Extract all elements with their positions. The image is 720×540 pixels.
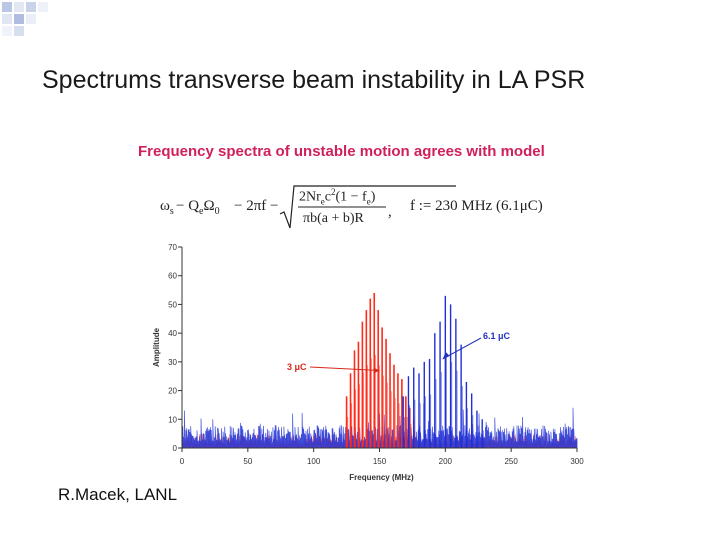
dispersion-formula: ωs − QeΩ0 − 2πf − 2Nrec2(1 − fe) πb(a + … xyxy=(160,184,560,234)
x-axis-label: Frequency (MHz) xyxy=(349,473,414,482)
formula-denominator: πb(a + b)R xyxy=(303,211,364,226)
formula-lhs: ωs xyxy=(160,198,174,217)
formula-minus-term: − 2πf − xyxy=(234,198,279,214)
annotation-3uc-arrowhead xyxy=(373,367,380,374)
annotation-3uc-label: 3 μC xyxy=(287,362,307,372)
y-axis-label: Amplitude xyxy=(152,327,161,367)
annotation-6uc-arrowhead xyxy=(442,351,450,359)
formula-comma: , xyxy=(388,204,392,220)
y-tick-label: 30 xyxy=(168,358,177,367)
slide-title: Spectrums transverse beam instability in… xyxy=(42,66,586,94)
x-tick-label: 0 xyxy=(180,457,185,466)
formula-numerator: 2Nrec2(1 − fe) xyxy=(299,187,376,207)
x-tick-label: 100 xyxy=(307,457,321,466)
annotation-6uc-label: 6.1 μC xyxy=(483,331,511,341)
y-tick-label: 20 xyxy=(168,387,177,396)
spectrum-peaks xyxy=(345,292,484,448)
x-tick-label: 300 xyxy=(570,457,584,466)
y-tick-label: 40 xyxy=(168,329,177,338)
chart-axes: 0 10 20 30 40 50 60 70 0 50 100 150 200 250 300 Frequen… xyxy=(152,243,584,482)
y-tick-label: 0 xyxy=(173,444,178,453)
figure-title: Frequency spectra of unstable motion agr… xyxy=(138,143,545,160)
y-tick-label: 50 xyxy=(168,300,177,309)
x-tick-label: 200 xyxy=(439,457,453,466)
corner-decoration xyxy=(0,0,60,48)
author-credit: R.Macek, LANL xyxy=(58,485,178,504)
y-tick-label: 70 xyxy=(168,243,177,252)
y-tick-label: 60 xyxy=(168,272,177,281)
x-tick-label: 150 xyxy=(373,457,387,466)
chart-annotations: 3 μC 6.1 μC xyxy=(287,331,511,374)
x-tick-label: 250 xyxy=(504,457,518,466)
annotation-3uc-arrow xyxy=(309,366,380,371)
x-tick-label: 50 xyxy=(243,457,252,466)
formula-sqrt-sign xyxy=(279,185,456,229)
formula-f-definition: f := 230 MHz (6.1μC) xyxy=(410,198,543,214)
formula-q-term: − QeΩ0 xyxy=(176,198,220,217)
y-tick-label: 10 xyxy=(168,415,177,424)
